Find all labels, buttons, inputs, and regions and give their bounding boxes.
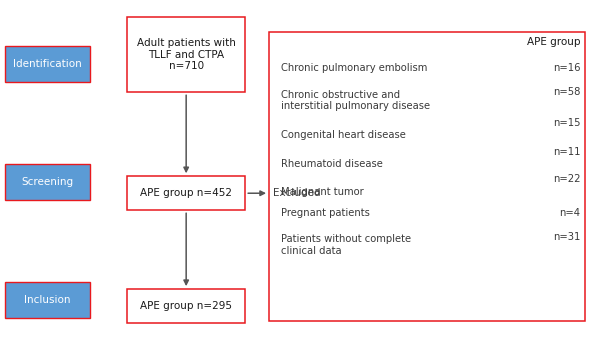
Text: n=11: n=11 — [553, 147, 580, 157]
FancyBboxPatch shape — [269, 32, 585, 321]
Text: n=22: n=22 — [553, 174, 580, 184]
Text: Patients without complete
clinical data: Patients without complete clinical data — [281, 234, 411, 256]
Text: n=58: n=58 — [553, 87, 580, 97]
Text: Malignant tumor: Malignant tumor — [281, 187, 363, 197]
FancyBboxPatch shape — [127, 289, 245, 323]
FancyBboxPatch shape — [127, 17, 245, 92]
Text: Inclusion: Inclusion — [24, 295, 71, 305]
Text: APE group n=452: APE group n=452 — [140, 188, 232, 198]
FancyBboxPatch shape — [127, 176, 245, 210]
Text: Pregnant patients: Pregnant patients — [281, 208, 369, 218]
Text: Congenital heart disease: Congenital heart disease — [281, 130, 405, 140]
Text: n=15: n=15 — [553, 118, 580, 128]
Text: Identification: Identification — [13, 59, 82, 69]
Text: Screening: Screening — [21, 177, 74, 187]
Text: Chronic pulmonary embolism: Chronic pulmonary embolism — [281, 63, 427, 73]
Text: n=4: n=4 — [559, 208, 580, 218]
Text: n=16: n=16 — [553, 63, 580, 73]
Text: n=31: n=31 — [553, 232, 580, 242]
FancyBboxPatch shape — [5, 46, 90, 82]
Text: APE group n=295: APE group n=295 — [140, 301, 232, 311]
FancyBboxPatch shape — [5, 164, 90, 200]
Text: Chronic obstructive and
interstitial pulmonary disease: Chronic obstructive and interstitial pul… — [281, 90, 430, 111]
FancyBboxPatch shape — [5, 282, 90, 318]
Text: Rheumatoid disease: Rheumatoid disease — [281, 159, 382, 169]
Text: Adult patients with
TLLF and CTPA
n=710: Adult patients with TLLF and CTPA n=710 — [137, 38, 236, 71]
Text: APE group: APE group — [527, 37, 580, 47]
Text: Excluded: Excluded — [273, 188, 320, 198]
